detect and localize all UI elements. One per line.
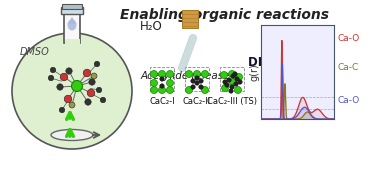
Text: DFTB BOMD
&
DFT: DFTB BOMD & DFT [248, 57, 328, 105]
Circle shape [91, 73, 97, 79]
Circle shape [191, 79, 195, 83]
Circle shape [59, 107, 65, 113]
Circle shape [199, 79, 203, 83]
Ellipse shape [51, 129, 93, 140]
Circle shape [83, 69, 91, 77]
Text: CaC₂-III (TS): CaC₂-III (TS) [207, 97, 257, 106]
Circle shape [235, 74, 243, 81]
Circle shape [150, 87, 158, 94]
Bar [65, 39, 79, 45]
Circle shape [167, 70, 173, 77]
Circle shape [229, 78, 237, 85]
Text: Acetylide release: Acetylide release [140, 71, 230, 81]
Circle shape [159, 87, 165, 94]
Circle shape [234, 82, 238, 86]
Circle shape [233, 72, 237, 76]
Y-axis label: g(r): g(r) [249, 63, 259, 81]
Text: CaC₂-I: CaC₂-I [149, 97, 175, 106]
Circle shape [150, 70, 158, 77]
Circle shape [202, 70, 209, 77]
Circle shape [48, 75, 54, 81]
Circle shape [150, 80, 158, 87]
Text: Ca-O: Ca-O [338, 34, 360, 43]
Circle shape [94, 61, 100, 67]
Bar [220, 67, 244, 91]
Ellipse shape [12, 33, 132, 149]
Circle shape [221, 84, 229, 91]
Circle shape [227, 78, 231, 82]
Circle shape [60, 73, 68, 81]
Circle shape [202, 87, 209, 94]
Text: Ca-O: Ca-O [338, 96, 360, 105]
Circle shape [167, 87, 173, 94]
Text: DMSO: DMSO [20, 47, 50, 57]
Ellipse shape [68, 19, 76, 30]
Circle shape [235, 77, 239, 81]
Circle shape [159, 70, 165, 77]
Circle shape [71, 81, 82, 91]
Bar [182, 10, 198, 28]
Circle shape [199, 85, 203, 89]
Circle shape [87, 89, 95, 97]
Text: CaC₂-II: CaC₂-II [183, 97, 211, 106]
Circle shape [223, 80, 227, 84]
Bar [185, 67, 209, 91]
Bar [61, 7, 83, 14]
Circle shape [229, 70, 235, 77]
Circle shape [230, 85, 234, 89]
Circle shape [100, 97, 106, 103]
Circle shape [85, 99, 91, 105]
Circle shape [160, 77, 164, 81]
Circle shape [167, 80, 173, 87]
Circle shape [195, 81, 199, 85]
Circle shape [235, 87, 241, 94]
Polygon shape [68, 17, 76, 24]
Circle shape [66, 68, 72, 74]
Circle shape [185, 70, 193, 77]
Circle shape [69, 102, 75, 108]
Circle shape [64, 95, 72, 103]
Circle shape [225, 83, 229, 87]
Bar [62, 4, 82, 9]
Circle shape [96, 87, 102, 93]
Bar [64, 13, 80, 43]
Circle shape [185, 87, 193, 94]
Circle shape [195, 76, 199, 80]
Circle shape [229, 89, 233, 93]
Circle shape [220, 71, 227, 78]
Text: Enabling organic reactions: Enabling organic reactions [120, 8, 329, 22]
Circle shape [191, 85, 195, 89]
Circle shape [231, 74, 235, 78]
Circle shape [194, 70, 200, 77]
Text: Ca-C: Ca-C [338, 63, 359, 72]
Text: H₂O: H₂O [140, 19, 163, 33]
Circle shape [160, 84, 164, 88]
Circle shape [50, 67, 56, 73]
Circle shape [89, 79, 95, 85]
Circle shape [57, 84, 63, 90]
Bar [150, 67, 174, 91]
Circle shape [238, 80, 242, 84]
